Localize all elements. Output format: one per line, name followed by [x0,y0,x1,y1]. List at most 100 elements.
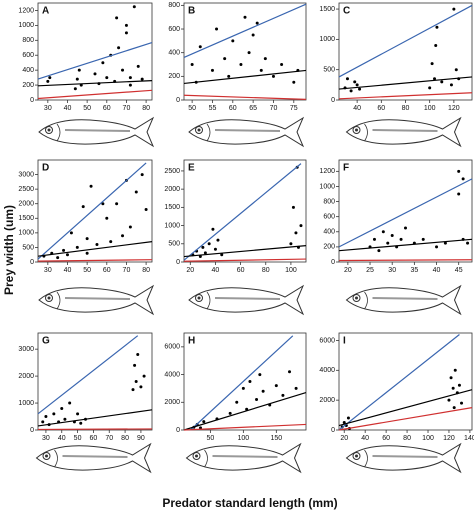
x-tick-label: 35 [410,267,418,274]
y-tick-label: 600 [323,214,335,221]
y-axis-title: Prey width (um) [2,205,16,295]
data-point [124,23,128,27]
x-tick-label: 50 [83,267,91,274]
y-tick-label: 2500 [164,168,180,175]
regression-line [37,241,153,257]
data-point [255,21,259,25]
data-point [281,393,285,397]
data-point [79,421,83,425]
y-tick-label: 1000 [164,222,180,229]
data-point [48,76,52,80]
data-point [261,389,265,393]
data-point [231,39,235,43]
x-tick-label: 60 [377,105,385,112]
x-tick-label: 70 [123,267,131,274]
data-point [211,227,215,231]
y-tick-label: 1200 [319,168,335,175]
data-point [345,77,349,81]
y-tick-label: 2000 [18,201,34,208]
data-point [128,225,132,229]
fish-drawings [35,116,462,474]
y-tick-label: 0 [30,97,34,104]
x-tick-label: 100 [285,267,297,274]
data-point [428,86,432,90]
data-point [280,63,284,67]
x-tick-label: 120 [443,435,455,442]
x-tick-label: 150 [270,435,282,442]
fish-drawing [35,442,152,474]
data-point [202,420,206,424]
data-point [139,385,143,389]
regression-line [190,335,294,431]
x-tick-label: 40 [212,267,220,274]
data-point [227,74,231,78]
data-point [466,241,470,245]
data-point [288,370,292,374]
data-point [52,412,56,416]
x-tick-label: 70 [270,105,278,112]
data-point [105,216,109,220]
data-point [142,374,146,378]
regression-line [183,423,307,431]
data-point [247,51,251,55]
y-tick-label: 200 [168,73,180,80]
data-point [213,247,217,251]
data-point [132,5,136,9]
x-tick-label: 80 [142,105,150,112]
data-point [68,401,72,405]
data-point [274,384,278,388]
y-tick-label: 1000 [18,400,34,407]
fish-drawing [188,117,304,147]
x-tick-label: 50 [188,105,196,112]
y-tick-label: 1000 [18,22,34,29]
data-point [461,177,465,181]
data-point [134,380,138,383]
x-tick-label: 40 [433,267,441,274]
data-point [133,363,137,367]
data-point [128,76,132,80]
data-point [453,368,457,372]
fish-drawing [345,284,462,316]
data-point [271,74,275,78]
x-tick-label: 70 [123,105,131,112]
data-point [117,46,121,50]
data-point [228,411,232,415]
x-tick-label: 50 [74,435,82,442]
regression-line [183,69,307,85]
y-tick-label: 4000 [319,367,335,374]
data-point [404,226,407,230]
x-tick-label: 20 [340,435,348,442]
x-tick-label: 140 [464,435,474,442]
x-tick-label: 20 [344,267,352,274]
data-point [75,77,79,81]
y-tick-label: 800 [168,2,180,9]
data-point [85,251,89,255]
x-tick-label: 80 [402,105,410,112]
panel-label: G [42,336,50,347]
data-point [381,230,385,234]
fish-drawing [185,442,302,474]
y-tick-label: 400 [168,50,180,57]
data-point [291,205,295,209]
regression-line [183,3,307,58]
data-point [258,373,262,377]
x-tick-label: 40 [353,105,361,112]
x-tick-label: 60 [237,267,245,274]
data-point [457,169,461,173]
x-tick-label: 80 [403,435,411,442]
panel-label: C [343,6,350,17]
data-point [452,7,456,11]
y-tick-label: 400 [323,229,335,236]
data-point [372,237,376,241]
y-tick-label: 2000 [319,397,335,404]
x-tick-label: 80 [142,267,150,274]
y-tick-label: 2000 [18,373,34,380]
data-point [346,416,350,420]
plot-frame [37,2,153,101]
x-tick-label: 60 [103,267,111,274]
data-point [220,253,224,257]
data-point [251,33,255,37]
regression-line [37,162,147,260]
plot-frame [37,159,153,263]
